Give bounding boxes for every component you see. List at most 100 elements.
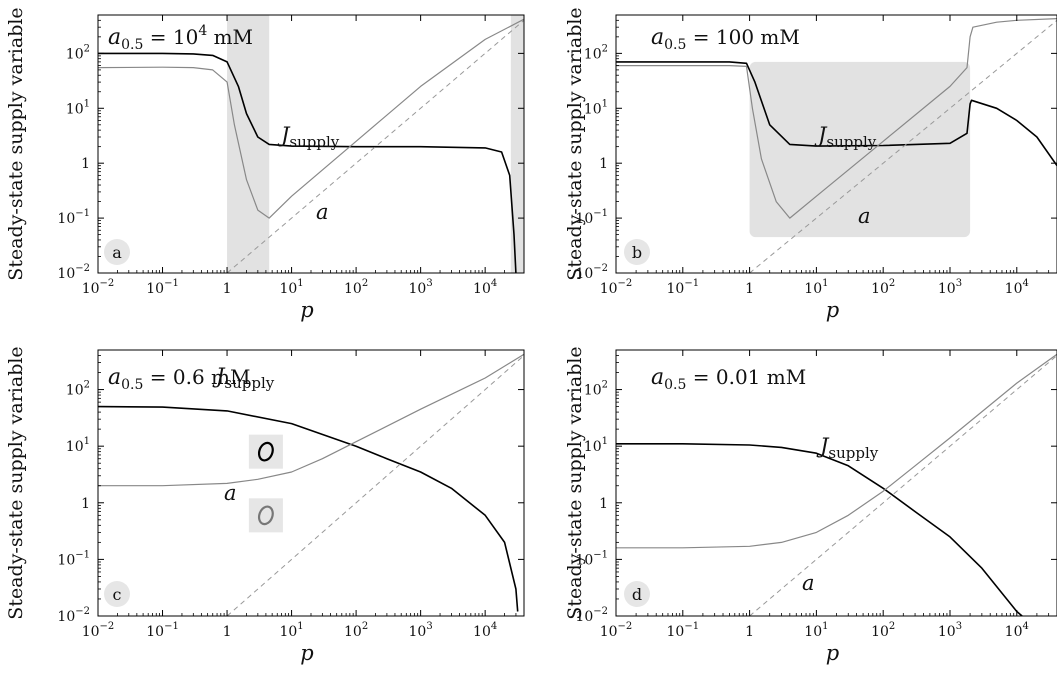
x-tick-label: 10−1 xyxy=(146,278,179,297)
series-line-j-supply xyxy=(98,405,519,612)
x-tick-label: 102 xyxy=(871,621,895,640)
x-tick-label: 103 xyxy=(409,621,433,640)
panel-badge-label: b xyxy=(632,243,642,262)
panel-d: 10−2 10−1 1 101 102 103 10410−210−11101102pSte… xyxy=(564,346,1057,665)
x-tick-label: 1 xyxy=(745,624,754,640)
y-tick-label: 10−1 xyxy=(57,208,90,227)
y-tick-label: 101 xyxy=(584,98,608,117)
a-label: a xyxy=(316,200,329,224)
y-tick-label: 1 xyxy=(599,156,608,172)
x-tick-label: 102 xyxy=(344,278,368,297)
shaded-band xyxy=(227,15,270,273)
panel-a: 10−2 10−1 1 101 102 103 104 10−2 10−1 1 101 102 p Ste… xyxy=(5,7,525,322)
x-tick-label: 101 xyxy=(804,278,828,297)
x-tick-label: 101 xyxy=(804,621,828,640)
marker-ring xyxy=(257,505,274,526)
marker-ring xyxy=(257,441,274,462)
x-tick-label: 104 xyxy=(473,278,497,297)
plot-area xyxy=(616,353,1057,616)
x-axis-label: p xyxy=(300,641,313,665)
j-supply-label: Jsupply xyxy=(277,123,340,151)
series-line-a xyxy=(616,353,1057,549)
x-tick-label: 102 xyxy=(871,278,895,297)
diagonal-reference-line xyxy=(749,355,1057,616)
y-tick-label: 102 xyxy=(66,43,90,62)
y-tick-label: 102 xyxy=(584,43,608,62)
y-tick-label: 1 xyxy=(599,496,608,512)
j-supply-label: Jsupply xyxy=(816,434,879,462)
x-tick-label: 10−1 xyxy=(667,278,700,297)
y-axis-label: Steady-state supply variable xyxy=(5,7,27,280)
diagonal-reference-line xyxy=(226,355,524,616)
j-supply-label: Jsupply xyxy=(212,364,275,392)
x-tick-label: 1 xyxy=(223,281,232,297)
panel-badge-label: a xyxy=(112,243,122,262)
y-tick-label: 101 xyxy=(66,436,90,455)
j-supply-label: Jsupply xyxy=(814,123,877,151)
x-axis-label: p xyxy=(826,641,839,665)
plot-area xyxy=(98,15,524,273)
panel-title: a0.5 = 104 mM xyxy=(108,23,253,53)
y-tick-label: 102 xyxy=(66,380,90,399)
x-axis-label: p xyxy=(826,298,839,322)
x-tick-label: 103 xyxy=(938,278,962,297)
shaded-band xyxy=(510,15,524,273)
panel-badge-label: d xyxy=(632,585,642,604)
panel-title: a0.5 = 0.01 mM xyxy=(651,365,806,393)
a-label: a xyxy=(858,204,871,228)
x-tick-label: 1 xyxy=(223,624,232,640)
x-tick-label: 10−1 xyxy=(667,621,700,640)
series-line-a xyxy=(98,18,524,219)
panel-badge xyxy=(104,581,130,607)
x-tick-label: 101 xyxy=(279,278,303,297)
marker-box xyxy=(248,434,283,469)
y-tick-label: 101 xyxy=(66,98,90,117)
x-tick-label: 101 xyxy=(279,621,303,640)
series-line-a xyxy=(98,353,524,487)
x-tick-label: 10−1 xyxy=(146,621,179,640)
y-tick-label: 10−1 xyxy=(57,549,90,568)
a-label: a xyxy=(224,481,237,505)
panel-badge-label: c xyxy=(113,585,122,604)
panel-title: a0.5 = 100 mM xyxy=(651,25,800,53)
a-label: a xyxy=(802,571,815,595)
x-tick-label: 10−2 xyxy=(82,621,115,640)
x-tick-label: 103 xyxy=(938,621,962,640)
panel-b: 10−2 10−1 1 101 102 103 10410−210−11101102pSte… xyxy=(564,7,1057,322)
shaded-region xyxy=(749,61,971,238)
diagonal-reference-line xyxy=(226,19,524,273)
panel-badge xyxy=(624,581,650,607)
panel-badge xyxy=(624,239,650,265)
x-tick-label: 104 xyxy=(1005,621,1029,640)
panel-badge xyxy=(104,239,130,265)
plot-area xyxy=(616,18,1057,273)
panel-title: a0.5 = 0.6 mM xyxy=(108,365,250,393)
y-tick-label: 101 xyxy=(584,436,608,455)
diagonal-reference-line xyxy=(749,19,1057,273)
y-tick-label: 102 xyxy=(584,380,608,399)
y-axis-label: Steady-state supply variable xyxy=(5,346,27,619)
y-tick-label: 1 xyxy=(81,496,90,512)
marker-box xyxy=(248,498,283,533)
y-axis-label: Steady-state supply variable xyxy=(564,7,586,280)
series-line-a xyxy=(616,18,1057,219)
x-tick-label: 1 xyxy=(745,281,754,297)
x-tick-label: 10−2 xyxy=(82,278,115,297)
x-tick-label: 104 xyxy=(1005,278,1029,297)
plot-area xyxy=(98,353,524,616)
series-line-j-supply xyxy=(98,52,517,273)
y-tick-label: 10−2 xyxy=(57,263,90,282)
x-tick-label: 10−2 xyxy=(600,278,633,297)
x-tick-label: 102 xyxy=(344,621,368,640)
series-line-j-supply xyxy=(616,442,1023,616)
panel-c: 10−2 10−1 1 101 102 103 104 10−2 10−1 1 101 102 p Ste… xyxy=(5,346,525,665)
x-axis-label: p xyxy=(300,298,313,322)
y-tick-label: 10−2 xyxy=(57,606,90,625)
x-tick-label: 10−2 xyxy=(600,621,633,640)
x-tick-label: 103 xyxy=(409,278,433,297)
y-axis-label: Steady-state supply variable xyxy=(564,346,586,619)
y-tick-label: 1 xyxy=(81,156,90,172)
x-tick-label: 104 xyxy=(473,621,497,640)
series-line-j-supply xyxy=(616,61,1057,167)
